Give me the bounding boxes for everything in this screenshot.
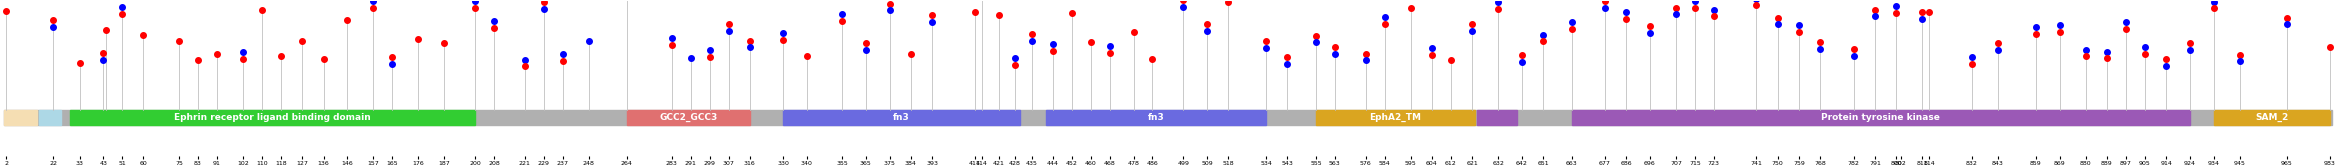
Bar — [627, 110, 750, 125]
Text: fn3: fn3 — [893, 113, 909, 122]
Bar — [2214, 110, 2329, 125]
Bar — [1571, 110, 2191, 125]
Bar — [5, 110, 37, 125]
Bar — [1478, 110, 1517, 125]
Bar — [5, 110, 2331, 125]
Text: SAM_2: SAM_2 — [2254, 113, 2289, 122]
Bar — [783, 110, 1019, 125]
Bar — [1045, 110, 1267, 125]
Text: Protein tyrosine kinase: Protein tyrosine kinase — [1821, 113, 1941, 122]
Text: GCC2_GCC3: GCC2_GCC3 — [659, 113, 718, 122]
Text: EphA2_TM: EphA2_TM — [1370, 113, 1422, 122]
Bar — [70, 110, 475, 125]
Text: Ephrin receptor ligand binding domain: Ephrin receptor ligand binding domain — [175, 113, 372, 122]
Text: fn3: fn3 — [1148, 113, 1164, 122]
Bar — [40, 110, 61, 125]
Bar — [1316, 110, 1475, 125]
